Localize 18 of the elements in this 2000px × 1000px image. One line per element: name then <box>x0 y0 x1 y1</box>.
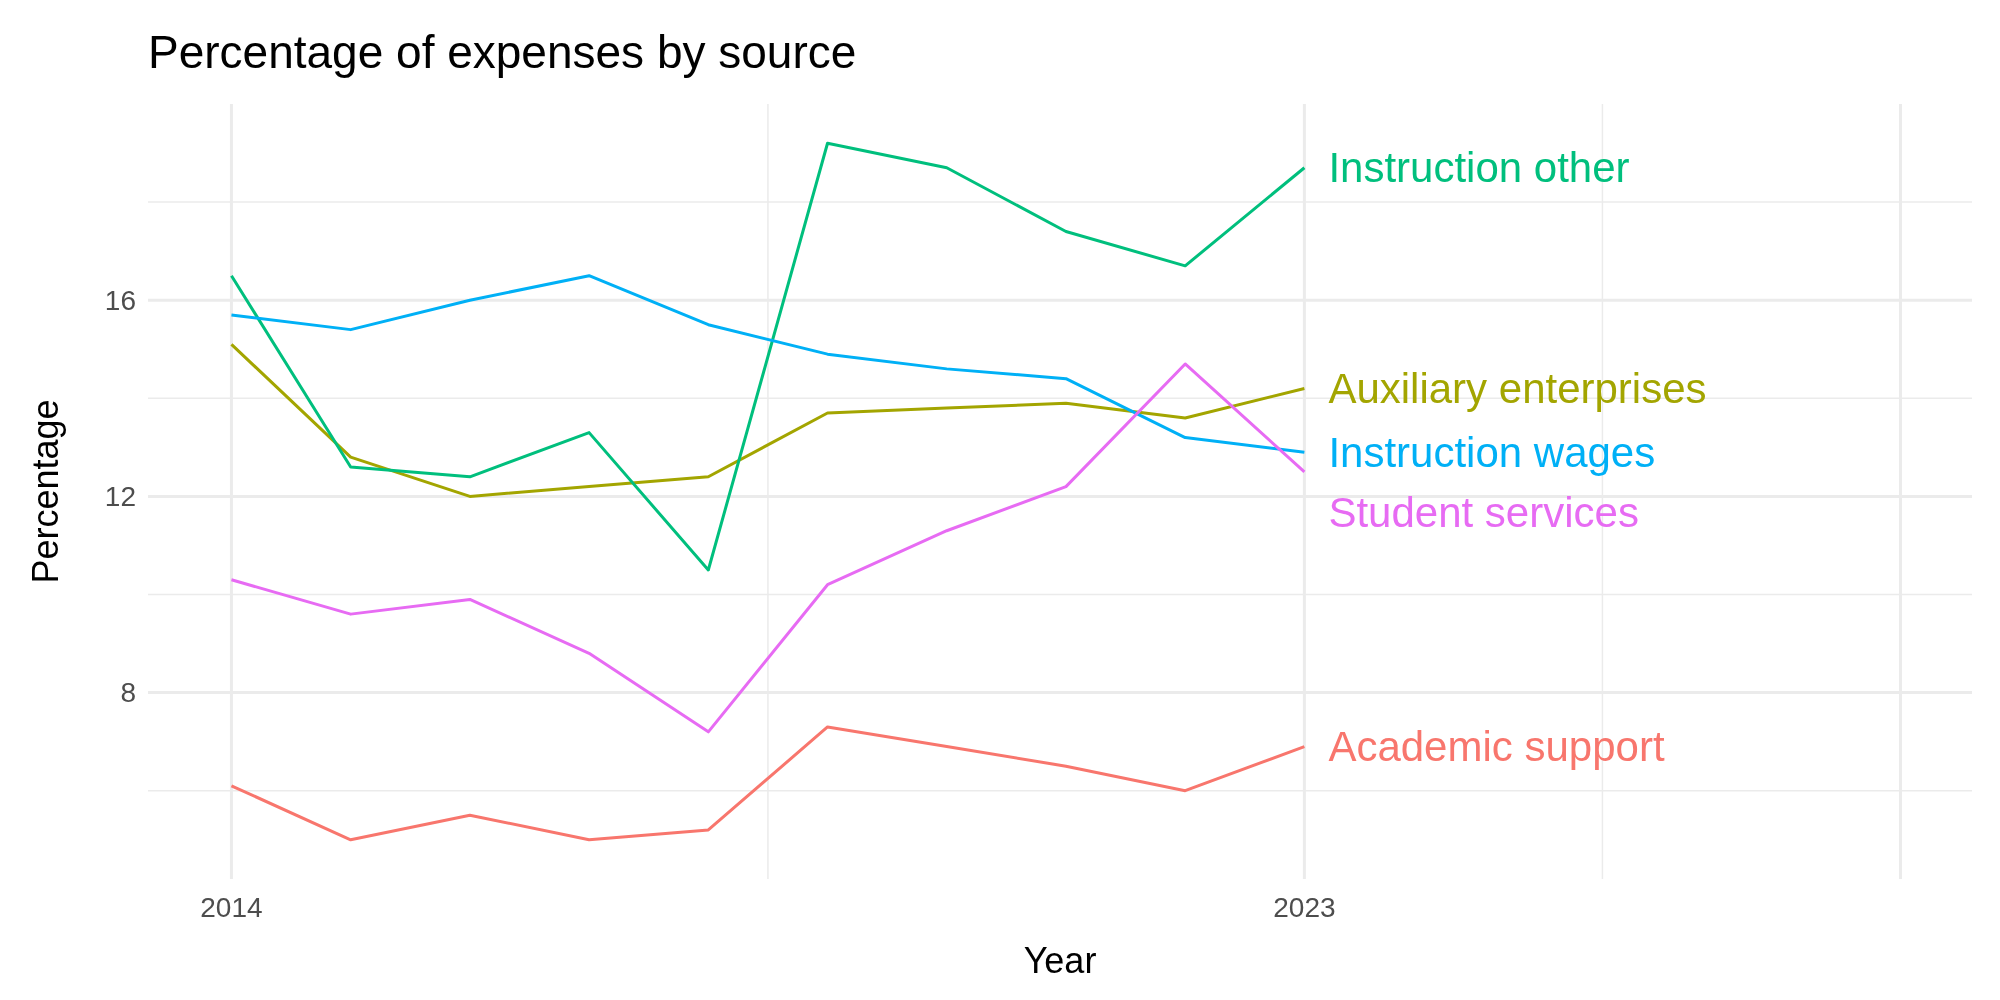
y-tick-label: 16 <box>104 285 136 316</box>
series-label: Academic support <box>1328 723 1665 771</box>
series-label: Instruction other <box>1328 144 1630 192</box>
line-series <box>229 342 1306 498</box>
line-series <box>229 362 1306 734</box>
y-tick-label: 12 <box>104 481 136 513</box>
series-label: Student services <box>1328 488 1639 536</box>
series-label: Auxiliary enterprises <box>1328 365 1707 413</box>
x-tick-label: 2023 <box>1273 892 1336 923</box>
y-axis-title: Percentage <box>25 399 66 584</box>
line-series <box>229 141 1306 572</box>
x-tick-label: 2014 <box>200 892 263 923</box>
line-series <box>229 725 1306 842</box>
x-axis-title: Year <box>1023 940 1097 981</box>
y-tick-label: 8 <box>120 677 136 709</box>
line-series <box>229 274 1306 454</box>
chart-title: Percentage of expenses by source <box>148 26 857 78</box>
series-label: Instruction wages <box>1328 428 1656 476</box>
